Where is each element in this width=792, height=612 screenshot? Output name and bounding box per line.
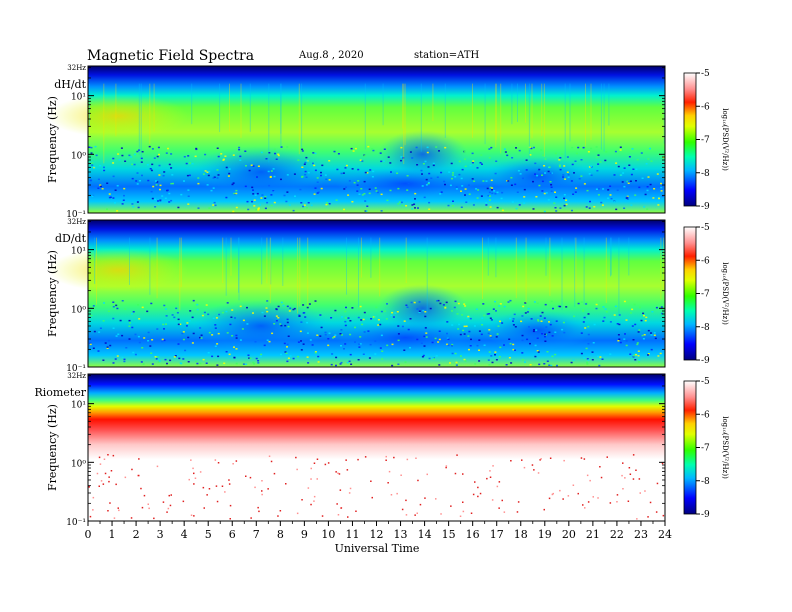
colorbar-tick-label: -6 (701, 410, 710, 420)
x-tick-label: 5 (205, 528, 212, 541)
colorbar-tick-label: -6 (701, 102, 710, 112)
colorbar-label: log₁₀(PSD(V²/Hz)) (721, 416, 729, 479)
x-tick-label: 0 (85, 528, 92, 541)
y-axis: 10¹ 10⁰ 10⁻¹ 32Hz (66, 372, 665, 528)
x-tick-label: 16 (466, 528, 480, 541)
y-tick-label: 10¹ (71, 401, 86, 411)
colorbar-tick-label: -5 (701, 223, 710, 233)
colorbar-tick-label: -9 (701, 356, 710, 366)
x-tick-label: 14 (418, 528, 432, 541)
panel-label: Riometer (34, 386, 86, 399)
x-tick-label: 10 (321, 528, 335, 541)
colorbar-label: log₁₀(PSD(V²/Hz)) (721, 108, 729, 171)
colorbar-tick-label: -8 (701, 323, 710, 333)
y-tick-label: 10⁻¹ (66, 518, 86, 528)
x-tick-label: 23 (634, 528, 648, 541)
x-tick-label: 15 (442, 528, 456, 541)
y-tick-label: 10¹ (71, 247, 86, 257)
x-tick-label: 20 (562, 528, 576, 541)
spectrogram-panel-3: 10¹ 10⁰ 10⁻¹ 32Hz Riometer Frequency (Hz) -5 -6… (34, 372, 729, 528)
colorbar: -5 -6 -7 -8 -9 log₁₀(PSD(V²/Hz)) (683, 377, 729, 520)
y-tick-label: 10⁰ (71, 151, 86, 161)
x-tick-label: 18 (514, 528, 528, 541)
x-tick-label: 11 (345, 528, 359, 541)
top-frequency-label: 32Hz (67, 64, 86, 72)
spectrogram-image (48, 66, 665, 213)
panel-frame (87, 65, 666, 214)
panel-frame (87, 219, 666, 368)
time-axis: 0 1 2 3 4 5 6 7 8 9 10 11 12 13 14 15 16 17 18 19 20 21 22 23 24 (85, 521, 672, 541)
x-tick-label: 7 (253, 528, 260, 541)
top-frequency-label: 32Hz (67, 372, 86, 380)
colorbar-tick-label: -7 (701, 290, 710, 300)
y-axis-label: Frequency (Hz) (46, 250, 59, 337)
x-tick-label: 9 (301, 528, 308, 541)
y-axis: 10¹ 10⁰ 10⁻¹ 32Hz (66, 64, 665, 220)
colorbar-tick-label: -7 (701, 444, 710, 454)
colorbar: -5 -6 -7 -8 -9 log₁₀(PSD(V²/Hz)) (683, 69, 729, 212)
spectrogram-image (48, 220, 665, 367)
y-tick-label: 10⁻¹ (66, 364, 86, 374)
panel-label: dH/dt (54, 78, 86, 91)
date-label: Aug.8 , 2020 (298, 50, 364, 61)
x-tick-label: 6 (229, 528, 236, 541)
colorbar-tick-label: -8 (701, 169, 710, 179)
y-tick-label: 10⁰ (71, 305, 86, 315)
x-tick-label: 2 (133, 528, 140, 541)
colorbar: -5 -6 -7 -8 -9 log₁₀(PSD(V²/Hz)) (683, 223, 729, 366)
y-axis: 10¹ 10⁰ 10⁻¹ 32Hz (66, 218, 665, 374)
x-tick-label: 12 (370, 528, 384, 541)
panel-label: dD/dt (55, 232, 87, 245)
top-frequency-label: 32Hz (67, 218, 86, 226)
colorbar-tick-label: -8 (701, 477, 710, 487)
colorbar-label: log₁₀(PSD(V²/Hz)) (721, 262, 729, 325)
x-axis-label: Universal Time (335, 542, 420, 555)
x-tick-label: 21 (586, 528, 600, 541)
x-tick-label: 19 (538, 528, 552, 541)
colorbar-tick-label: -9 (701, 202, 710, 212)
y-tick-label: 10¹ (71, 93, 86, 103)
station-label: station=ATH (414, 50, 480, 61)
x-tick-label: 8 (277, 528, 284, 541)
x-tick-label: 17 (490, 528, 504, 541)
y-tick-label: 10⁻¹ (66, 210, 86, 220)
colorbar-tick-label: -5 (701, 69, 710, 79)
x-tick-label: 22 (610, 528, 624, 541)
x-tick-label: 4 (181, 528, 188, 541)
y-axis-label: Frequency (Hz) (46, 96, 59, 183)
colorbar-tick-label: -5 (701, 377, 710, 387)
x-tick-label: 13 (394, 528, 408, 541)
y-tick-label: 10⁰ (71, 459, 86, 469)
spectrogram-image (88, 374, 665, 521)
colorbar-tick-label: -7 (701, 136, 710, 146)
figure-title: Magnetic Field Spectra (87, 48, 254, 64)
x-tick-label: 24 (658, 528, 672, 541)
colorbar-tick-label: -9 (701, 510, 710, 520)
x-tick-label: 1 (109, 528, 116, 541)
x-tick-label: 3 (157, 528, 164, 541)
colorbar-tick-label: -6 (701, 256, 710, 266)
y-axis-label: Frequency (Hz) (46, 404, 59, 491)
